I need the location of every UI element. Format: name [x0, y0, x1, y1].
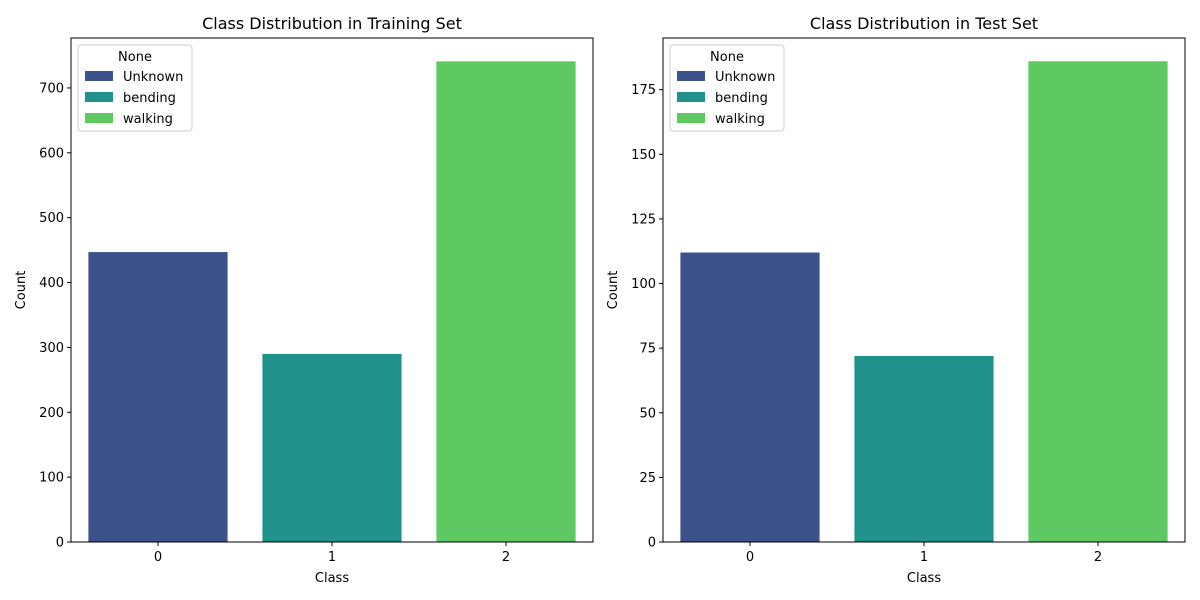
y-tick-label: 200 — [39, 406, 64, 421]
x-axis-label: Class — [315, 571, 349, 586]
y-tick-label: 75 — [639, 342, 656, 357]
legend-box — [669, 44, 785, 132]
y-tick-label: 700 — [39, 81, 64, 96]
legend-label-walking: walking — [123, 112, 173, 127]
y-tick-label: 0 — [56, 536, 64, 551]
legend-label-unknown: Unknown — [715, 70, 775, 85]
y-tick-label: 100 — [39, 471, 64, 486]
y-tick-label: 125 — [631, 212, 656, 227]
x-tick-label: 2 — [1094, 550, 1102, 565]
x-tick-label: 2 — [502, 550, 510, 565]
bar-unknown — [680, 252, 820, 542]
bar-bending — [262, 353, 402, 542]
chart-title: Class Distribution in Test Set — [810, 14, 1038, 33]
y-tick-label: 400 — [39, 276, 64, 291]
y-tick-label: 50 — [639, 406, 656, 421]
legend-box — [77, 44, 193, 132]
y-axis-label: Count — [14, 271, 29, 310]
legend-swatch-bending — [677, 92, 705, 102]
y-tick-label: 500 — [39, 211, 64, 226]
y-axis-label: Count — [606, 271, 621, 310]
x-tick-label: 1 — [920, 550, 928, 565]
chart-title: Class Distribution in Training Set — [202, 14, 462, 33]
x-axis-label: Class — [907, 571, 941, 586]
legend-swatch-bending — [85, 92, 113, 102]
legend-swatch-unknown — [85, 71, 113, 81]
y-tick-label: 300 — [39, 341, 64, 356]
y-tick-label: 150 — [631, 148, 656, 163]
legend-label-walking: walking — [715, 112, 765, 127]
legend-title: None — [118, 50, 152, 65]
legend-label-bending: bending — [123, 91, 176, 106]
y-tick-label: 175 — [631, 83, 656, 98]
y-tick-label: 0 — [648, 536, 656, 551]
y-tick-label: 600 — [39, 146, 64, 161]
legend: None Unknown bending walking — [77, 44, 193, 132]
bar-walking — [1028, 61, 1168, 543]
y-tick-label: 25 — [639, 471, 656, 486]
y-tick-label: 100 — [631, 277, 656, 292]
x-tick-label: 0 — [154, 550, 162, 565]
legend-swatch-unknown — [677, 71, 705, 81]
legend: None Unknown bending walking — [669, 44, 785, 132]
legend-swatch-walking — [85, 113, 113, 123]
legend-swatch-walking — [677, 113, 705, 123]
legend-label-unknown: Unknown — [123, 70, 183, 85]
legend-title: None — [710, 50, 744, 65]
bar-bending — [854, 355, 994, 542]
bar-unknown — [88, 252, 228, 542]
test-set-chart: 0 25 50 75 100 125 150 175 0 1 2 Class Distribution… — [606, 14, 1186, 586]
x-tick-label: 0 — [746, 550, 754, 565]
x-tick-label: 1 — [328, 550, 336, 565]
bar-walking — [436, 61, 576, 543]
legend-label-bending: bending — [715, 91, 768, 106]
training-set-chart: 0 100 200 300 400 500 600 700 0 1 2 Class Distribut… — [14, 14, 594, 586]
